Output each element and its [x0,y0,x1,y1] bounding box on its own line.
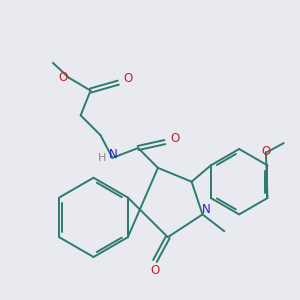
Text: O: O [58,71,68,84]
Text: O: O [124,72,133,85]
Text: O: O [150,264,160,278]
Text: H: H [98,153,106,163]
Text: N: N [202,203,211,216]
Text: N: N [109,148,118,161]
Text: O: O [261,146,271,158]
Text: O: O [170,132,179,145]
